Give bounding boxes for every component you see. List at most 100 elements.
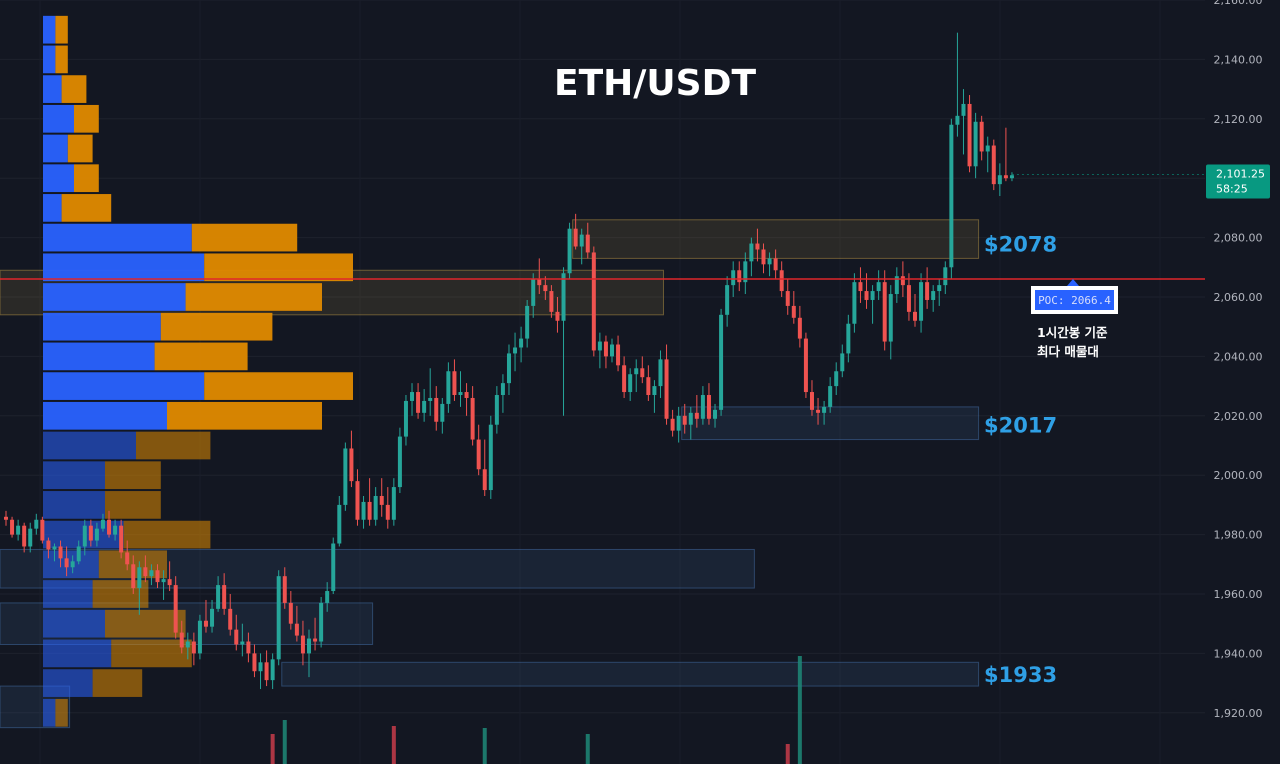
candle[interactable]: [482, 439, 487, 496]
candle[interactable]: [40, 516, 45, 544]
candle[interactable]: [222, 573, 227, 615]
candle[interactable]: [300, 620, 305, 666]
candle[interactable]: [167, 561, 172, 592]
candle[interactable]: [743, 252, 748, 295]
candle[interactable]: [355, 469, 360, 526]
candle[interactable]: [713, 403, 718, 428]
candle[interactable]: [161, 570, 166, 600]
candle[interactable]: [16, 519, 21, 541]
candle[interactable]: [646, 365, 651, 401]
candle[interactable]: [573, 213, 578, 250]
candle[interactable]: [949, 118, 954, 280]
candle[interactable]: [476, 424, 481, 476]
candle[interactable]: [967, 95, 972, 173]
candle[interactable]: [937, 279, 942, 306]
candle[interactable]: [88, 519, 93, 547]
candle[interactable]: [652, 380, 657, 413]
candle[interactable]: [185, 632, 190, 660]
candle[interactable]: [919, 273, 924, 333]
candle[interactable]: [416, 383, 421, 419]
candle[interactable]: [216, 576, 221, 612]
candle[interactable]: [840, 344, 845, 378]
candle[interactable]: [70, 555, 75, 574]
candle[interactable]: [876, 270, 881, 300]
candle[interactable]: [131, 555, 136, 594]
candle[interactable]: [737, 261, 742, 292]
candle[interactable]: [52, 543, 57, 562]
candle[interactable]: [555, 297, 560, 333]
candle[interactable]: [319, 596, 324, 648]
candle[interactable]: [822, 400, 827, 425]
candle[interactable]: [785, 279, 790, 315]
candle[interactable]: [422, 389, 427, 422]
candle[interactable]: [64, 546, 69, 577]
candle[interactable]: [94, 522, 99, 547]
candle[interactable]: [603, 335, 608, 369]
candlesticks[interactable]: [4, 32, 1014, 690]
candle[interactable]: [258, 653, 263, 690]
candle[interactable]: [997, 163, 1002, 197]
candle[interactable]: [519, 326, 524, 363]
candle[interactable]: [494, 386, 499, 434]
candle[interactable]: [531, 273, 536, 318]
candle[interactable]: [428, 368, 433, 416]
candle[interactable]: [379, 478, 384, 517]
candle[interactable]: [846, 314, 851, 363]
candle[interactable]: [725, 276, 730, 327]
candle[interactable]: [688, 406, 693, 440]
candle[interactable]: [906, 273, 911, 321]
candle[interactable]: [22, 522, 27, 553]
candle[interactable]: [706, 383, 711, 425]
candle[interactable]: [337, 495, 342, 547]
candle[interactable]: [240, 623, 245, 657]
candle[interactable]: [797, 305, 802, 348]
candle[interactable]: [852, 273, 857, 333]
candle[interactable]: [791, 291, 796, 324]
candle[interactable]: [616, 335, 621, 372]
candle[interactable]: [700, 386, 705, 425]
candle[interactable]: [513, 332, 518, 372]
candle[interactable]: [458, 371, 463, 407]
candle[interactable]: [913, 294, 917, 327]
candle[interactable]: [470, 386, 475, 446]
candle[interactable]: [828, 377, 833, 413]
candle[interactable]: [773, 249, 778, 280]
candle[interactable]: [452, 359, 457, 401]
candle[interactable]: [107, 510, 112, 538]
candle[interactable]: [610, 338, 614, 363]
price-axis[interactable]: 2,160.002,140.002,120.002,100.002,080.00…: [1011, 0, 1270, 720]
candle[interactable]: [76, 540, 81, 565]
candle[interactable]: [803, 332, 808, 398]
candle[interactable]: [410, 383, 415, 416]
candle[interactable]: [809, 380, 814, 416]
candle[interactable]: [931, 285, 936, 312]
candle[interactable]: [173, 576, 178, 639]
candle[interactable]: [676, 406, 681, 443]
candle[interactable]: [682, 403, 687, 434]
candle[interactable]: [561, 267, 566, 416]
candle[interactable]: [228, 594, 233, 636]
candle[interactable]: [343, 442, 348, 511]
candle[interactable]: [367, 478, 372, 526]
candle[interactable]: [567, 222, 572, 280]
candle[interactable]: [100, 513, 105, 532]
candle[interactable]: [34, 513, 39, 535]
candle[interactable]: [973, 112, 978, 179]
candle[interactable]: [325, 582, 330, 612]
candle[interactable]: [282, 567, 287, 609]
candle[interactable]: [191, 632, 196, 666]
candle[interactable]: [719, 308, 724, 416]
candle[interactable]: [288, 591, 293, 630]
candle[interactable]: [203, 599, 208, 633]
candle[interactable]: [403, 395, 408, 446]
candle[interactable]: [137, 561, 142, 615]
candle[interactable]: [985, 136, 990, 173]
candle[interactable]: [500, 374, 505, 413]
candle[interactable]: [979, 115, 984, 161]
candle[interactable]: [385, 487, 390, 529]
candle[interactable]: [549, 285, 554, 318]
candle[interactable]: [525, 299, 530, 348]
candle[interactable]: [313, 617, 318, 651]
candle[interactable]: [349, 430, 354, 488]
